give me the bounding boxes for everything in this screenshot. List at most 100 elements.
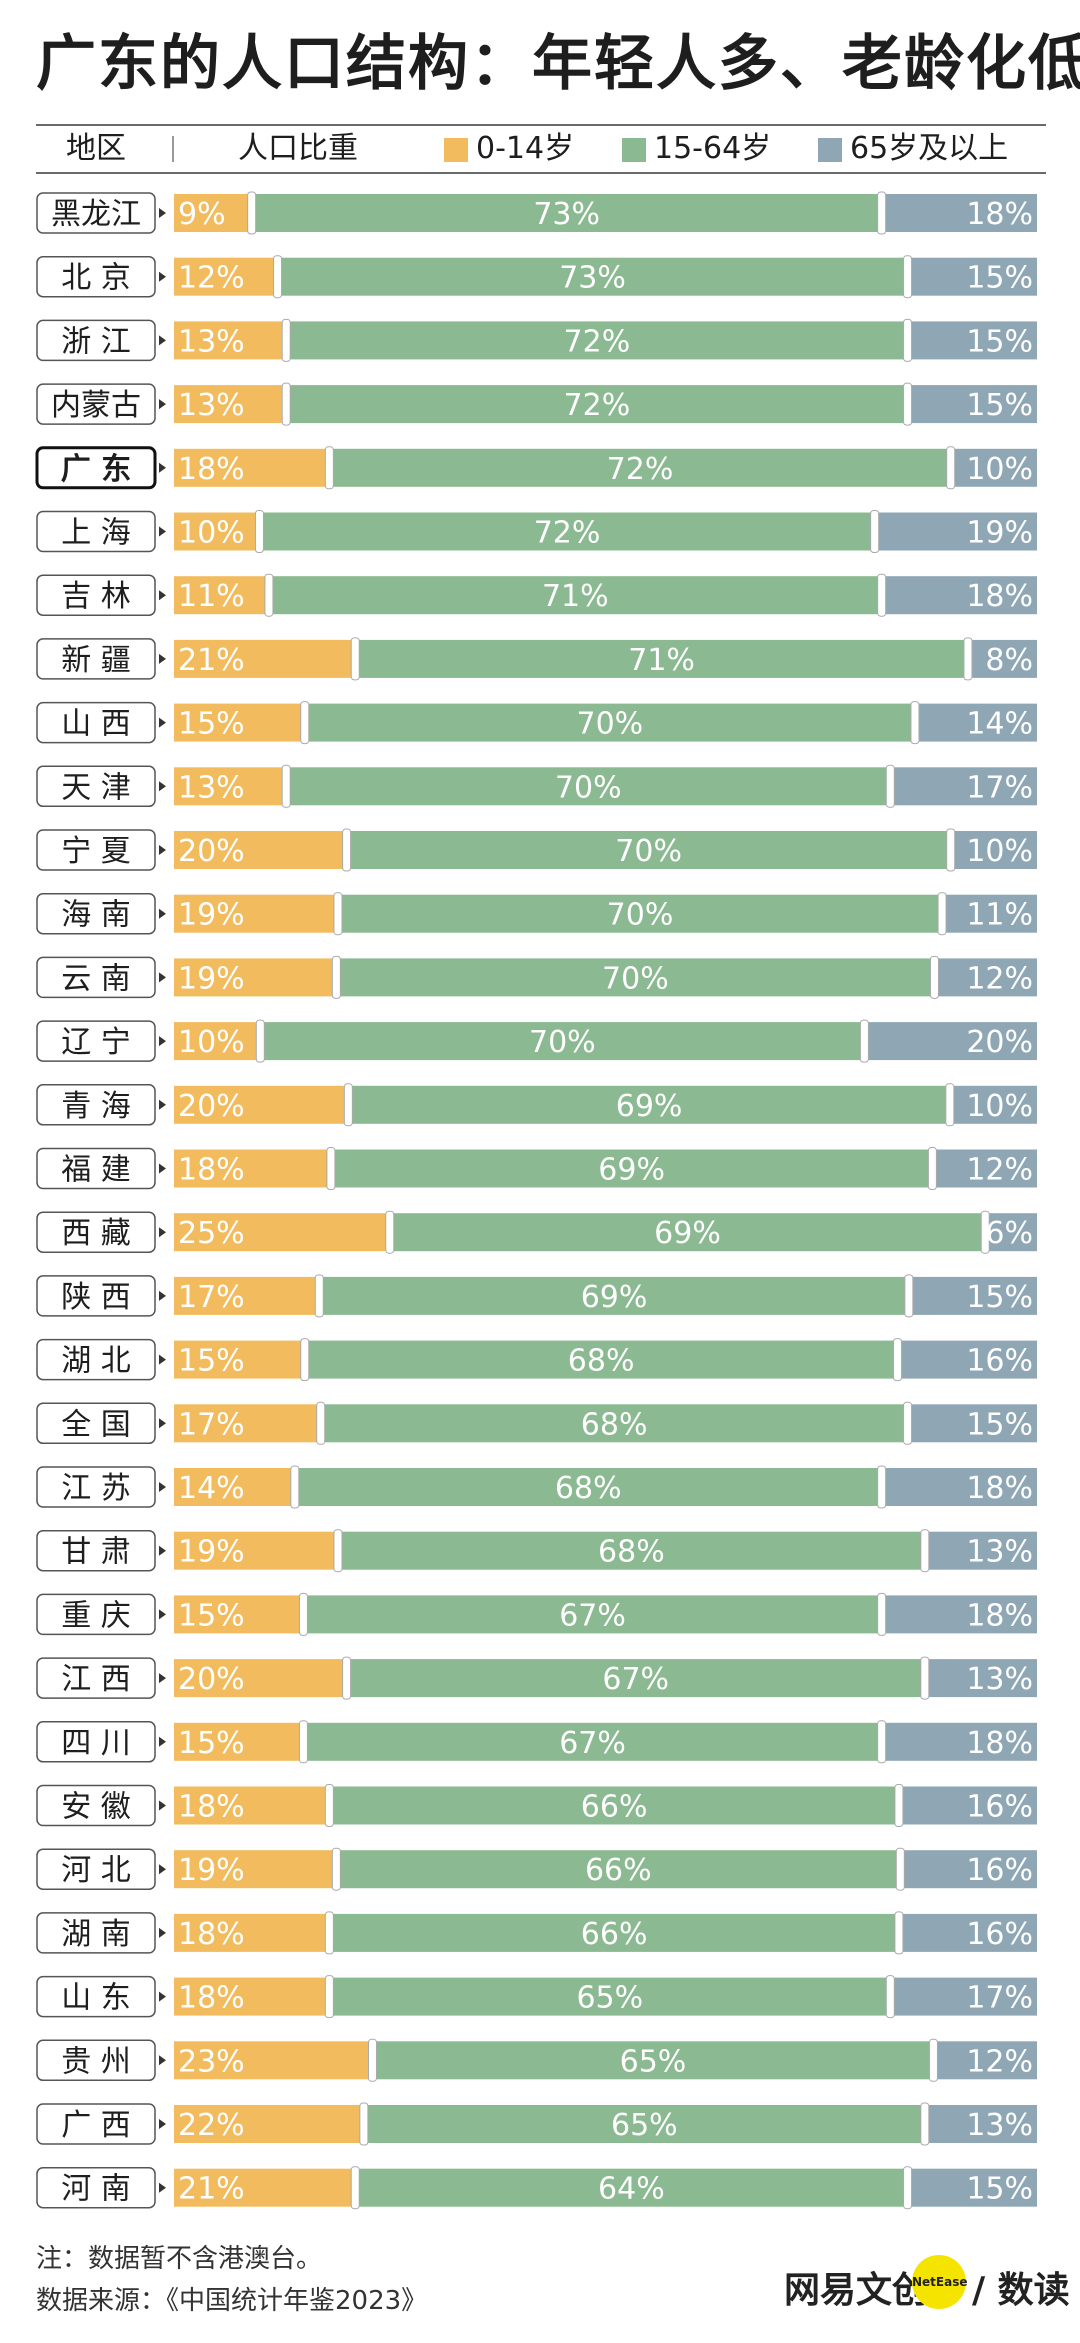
pointer-arrow [159, 1864, 166, 1875]
region-label-box [36, 892, 156, 935]
segment-separator [324, 1975, 334, 2019]
region-label-box [36, 574, 156, 616]
bar-segment-65岁及以上 [933, 2041, 1037, 2080]
pointer-arrow [159, 781, 166, 792]
segment-separator [254, 510, 264, 553]
region-label-box [36, 1147, 156, 1190]
segment-separator [946, 828, 956, 872]
data-label: 12% [178, 261, 245, 296]
data-label: 15% [966, 324, 1033, 359]
bar-segment-15-64岁 [286, 767, 891, 806]
pointer-arrow [159, 2119, 166, 2129]
bar-segment-15-64岁 [268, 576, 882, 615]
bar-segment-0-14岁 [174, 703, 305, 742]
region-label: 江 西 [61, 1662, 131, 1697]
bar-segment-0-14岁 [174, 1468, 295, 1506]
data-label: 18% [178, 1917, 245, 1952]
segment-separator [903, 1401, 913, 1445]
data-label: 70% [602, 961, 669, 996]
data-label: 66% [581, 1790, 648, 1825]
bar-segment-0-14岁 [174, 767, 287, 806]
bar-segment-65岁及以上 [881, 194, 1037, 232]
bar-segment-0-14岁 [174, 1913, 330, 1952]
data-label: 70% [607, 898, 674, 933]
data-label: 15% [178, 707, 245, 742]
bar-row: 宁 夏 20% 70% 10% [36, 828, 1037, 872]
data-label: 10% [178, 1025, 245, 1060]
pointer-arrow [159, 717, 166, 728]
segment-separator [910, 701, 920, 745]
bar-segment-0-14岁 [174, 1977, 330, 2016]
bar-segment-0-14岁 [174, 1850, 337, 1889]
logo-badge: NetEase [912, 2255, 968, 2309]
region-label-box [36, 1975, 156, 2018]
bar-segment-65岁及以上 [898, 1913, 1037, 1952]
bar-segment-15-64岁 [303, 1722, 882, 1761]
segment-separator [859, 1019, 869, 1063]
segment-separator [333, 1529, 343, 1573]
bar-row: 安 徽 18% 66% 16% [36, 1784, 1037, 1827]
pointer-arrow [159, 1163, 166, 1174]
bar-segment-15-64岁 [304, 1340, 898, 1379]
segment-separator [342, 828, 352, 872]
bar-segment-15-64岁 [260, 1022, 865, 1061]
data-label: 16% [966, 1853, 1033, 1888]
bar-segment-0-14岁 [174, 321, 287, 360]
bar-segment-0-14岁 [174, 958, 337, 997]
segment-separator [281, 764, 291, 808]
bar-segment-15-64岁 [304, 703, 915, 742]
bar-segment-15-64岁 [336, 958, 935, 997]
segment-separator [885, 764, 895, 808]
bar-segment-0-14岁 [174, 2041, 373, 2080]
data-label: 73% [533, 197, 600, 232]
bar-segment-65岁及以上 [907, 385, 1037, 424]
bar-segment-0-14岁 [174, 1722, 304, 1761]
data-label: 15% [966, 1407, 1033, 1442]
pointer-arrow [159, 1736, 166, 1747]
bar-segment-15-64岁 [329, 1977, 891, 2016]
bar-row: 新 疆 21% 71% 8% [36, 637, 1037, 681]
data-label: 68% [598, 1535, 665, 1570]
bar-segment-65岁及以上 [907, 321, 1037, 360]
bar-row: 吉 林 11% 71% 18% [36, 573, 1037, 617]
data-label: 20% [966, 1025, 1033, 1060]
pointer-arrow [159, 1545, 166, 1556]
region-label-box [36, 1912, 156, 1954]
region-label: 云 南 [61, 961, 131, 996]
region-label: 宁 夏 [61, 834, 131, 869]
region-label-box [36, 255, 156, 298]
region-label-box [36, 1784, 156, 1827]
data-label: 23% [178, 2044, 245, 2079]
data-label: 18% [966, 1471, 1033, 1506]
data-label: 16% [966, 1344, 1033, 1379]
region-label-box [36, 1721, 156, 1763]
share-column-label: 人口比重 [238, 131, 358, 166]
pointer-arrow [159, 271, 166, 282]
segment-separator [350, 2166, 360, 2210]
bar-segment-0-14岁 [174, 1149, 331, 1188]
data-label: 22% [178, 2108, 245, 2143]
pointer-arrow [159, 1036, 166, 1047]
data-label: 20% [178, 1662, 245, 1697]
region-label: 黑龙江 [51, 197, 141, 232]
region-label: 西 藏 [61, 1216, 131, 1251]
data-label: 14% [178, 1471, 245, 1506]
pointer-arrow [159, 1800, 166, 1811]
bar-segment-15-64岁 [319, 1276, 909, 1315]
region-label: 河 北 [61, 1853, 131, 1888]
bar-segment-0-14岁 [174, 2105, 364, 2143]
data-label: 15% [966, 261, 1033, 296]
region-column-label: 地区 [66, 131, 126, 166]
bar-segment-0-14岁 [174, 1213, 390, 1252]
bar-segment-15-64岁 [337, 1531, 925, 1570]
data-label: 15% [966, 1280, 1033, 1315]
data-label: 68% [581, 1407, 648, 1442]
region-label: 全 国 [61, 1407, 131, 1442]
segment-separator [920, 2102, 930, 2146]
data-label: 6% [985, 1216, 1033, 1251]
segment-separator [264, 573, 274, 617]
region-label-box [36, 2039, 156, 2082]
segment-separator [927, 1147, 937, 1190]
footnote: 注：数据暂不含港澳台。 [36, 2244, 323, 2274]
bar-segment-65岁及以上 [950, 448, 1037, 487]
